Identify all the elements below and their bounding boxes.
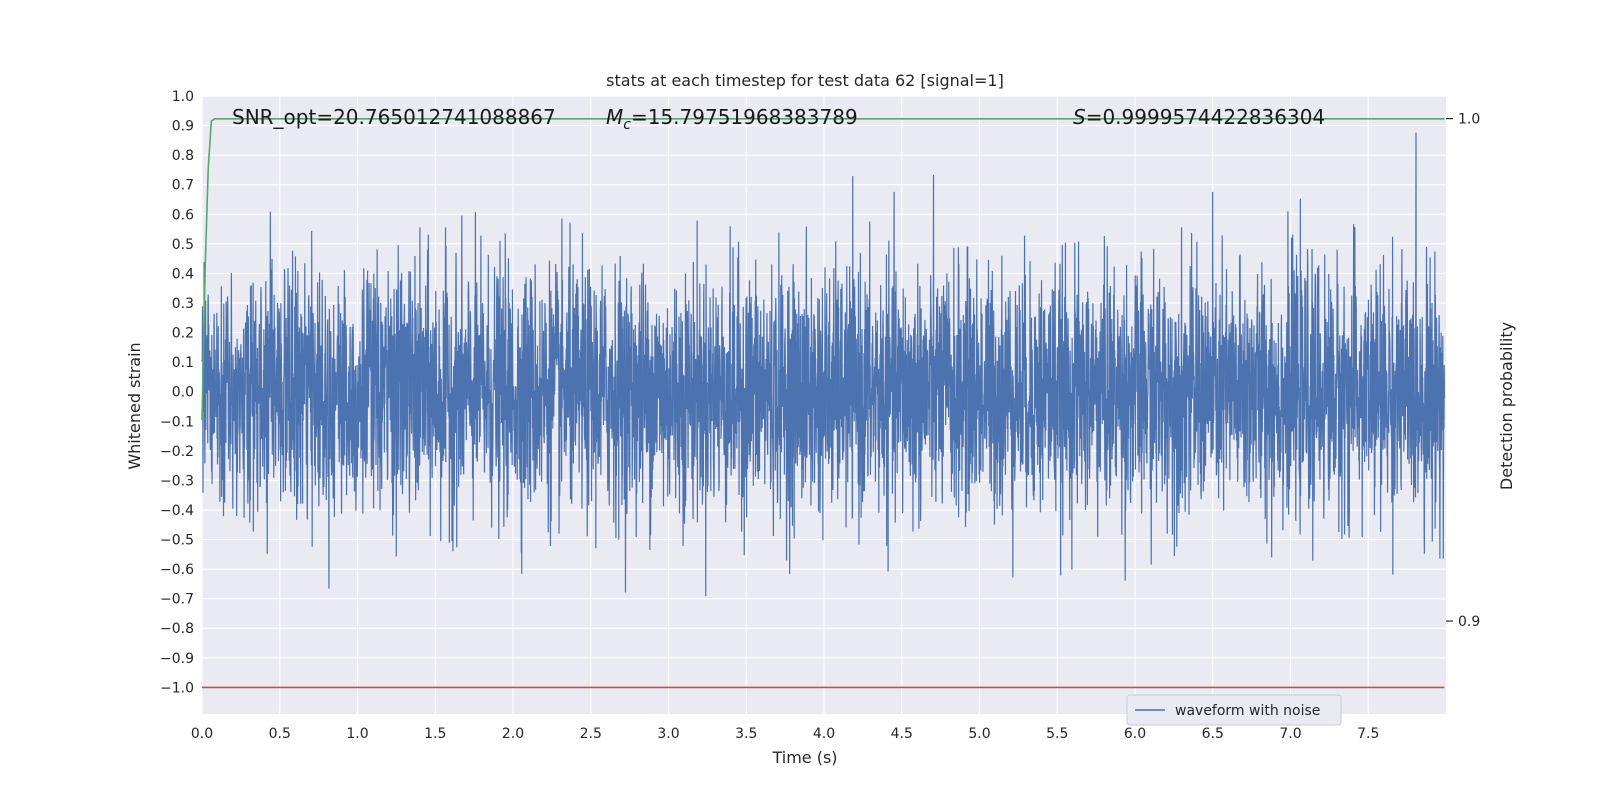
y-tick-label: 0.5 — [172, 237, 194, 253]
legend: waveform with noise — [1126, 694, 1342, 726]
legend-box — [1126, 694, 1342, 726]
x-tick-label: 6.5 — [1202, 726, 1224, 742]
annotation-s-value: S=0.9999574422836304 — [1073, 105, 1325, 129]
y-tick-label: −0.5 — [160, 533, 194, 549]
y-tick-label: −0.6 — [160, 562, 194, 578]
y-tick-label: 0.0 — [172, 385, 194, 401]
x-tick-label: 7.5 — [1357, 726, 1379, 742]
annotation-snr: SNR_opt=20.765012741088867 — [232, 105, 556, 129]
y-tick-label: −1.0 — [160, 680, 194, 696]
y-tick-label: 0.1 — [172, 355, 194, 371]
y-tick-label: 0.9 — [172, 119, 194, 135]
x-tick-label: 5.5 — [1046, 726, 1068, 742]
x-tick-label: 6.0 — [1124, 726, 1146, 742]
y-tick-label: 0.7 — [172, 178, 194, 194]
y-tick-label: 0.4 — [172, 266, 194, 282]
x-tick-label: 0.0 — [191, 726, 213, 742]
y-tick-label: 0.3 — [172, 296, 194, 312]
x-axis-ticks: 0.0 0.5 1.0 1.5 2.0 2.5 3.0 3.5 4.0 4.5 5.0 5.5 6.0 6… — [191, 726, 1380, 742]
y-tick-label: −0.8 — [160, 621, 194, 637]
waveform-line — [201, 132, 1446, 597]
y-tick-label: −0.1 — [160, 414, 194, 430]
y-tick-label: 1.0 — [172, 89, 194, 105]
x-tick-label: 4.0 — [813, 726, 835, 742]
x-axis-label: Time (s) — [771, 748, 837, 767]
y-tick-label: 0.2 — [172, 326, 194, 342]
y-tick-label: −0.3 — [160, 473, 194, 489]
x-tick-label: 1.0 — [346, 726, 368, 742]
y-tick-label: −0.2 — [160, 444, 194, 460]
x-tick-label: 3.0 — [657, 726, 679, 742]
x-tick-label: 1.5 — [424, 726, 446, 742]
series-detection-probability — [201, 118, 1445, 421]
annotation-chirp-mass: Mc=15.79751968383789 — [606, 105, 858, 133]
x-tick-label: 0.5 — [269, 726, 291, 742]
legend-label-waveform: waveform with noise — [1175, 703, 1320, 719]
x-tick-label: 4.5 — [891, 726, 913, 742]
y2-tick-label: 0.9 — [1458, 614, 1480, 630]
y-tick-label: −0.7 — [160, 592, 194, 608]
y-tick-label: 0.6 — [172, 207, 194, 223]
x-tick-label: 5.0 — [968, 726, 990, 742]
probability-line — [201, 118, 1445, 421]
x-tick-label: 7.0 — [1279, 726, 1301, 742]
y-tick-label: −0.9 — [160, 651, 194, 667]
y-axis-label: Whitened strain — [125, 342, 144, 469]
chart-title: stats at each timestep for test data 62 … — [606, 71, 1004, 90]
y2-axis-ticks: 1.0 0.9 — [1446, 112, 1480, 630]
series-waveform — [201, 132, 1446, 597]
x-tick-label: 2.0 — [502, 726, 524, 742]
y-tick-label: 0.8 — [172, 148, 194, 164]
y2-axis-label: Detection probability — [1497, 322, 1516, 490]
y-axis-ticks: 1.0 0.9 0.8 0.7 0.6 0.5 0.4 0.3 0.2 0.1 0.0 −0.1 −0.… — [160, 89, 194, 696]
x-tick-label: 2.5 — [580, 726, 602, 742]
x-tick-label: 3.5 — [735, 726, 757, 742]
y-tick-label: −0.4 — [160, 503, 194, 519]
y2-tick-label: 1.0 — [1458, 112, 1480, 128]
